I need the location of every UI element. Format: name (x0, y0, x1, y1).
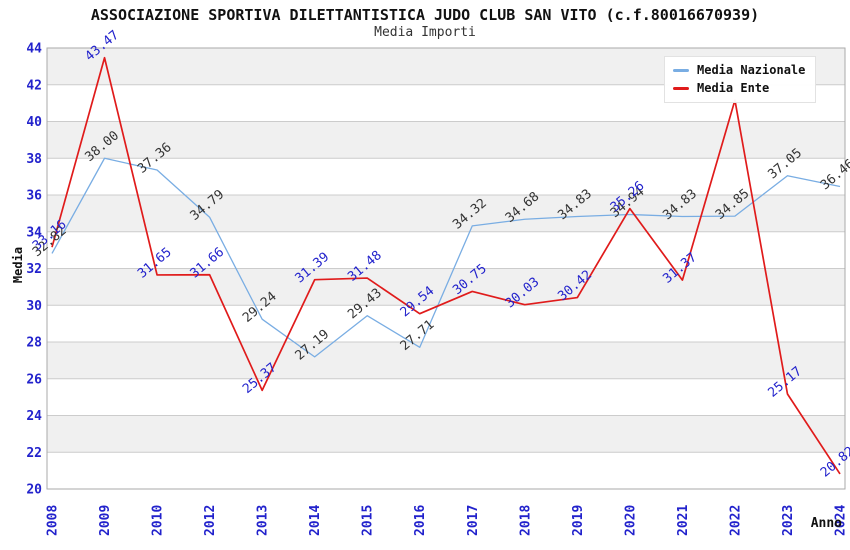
y-axis-tick: 20 (26, 483, 42, 498)
line-swatch-icon (673, 86, 689, 90)
y-axis-tick: 36 (26, 189, 42, 204)
legend-item-media-nazionale[interactable]: Media Nazionale (673, 61, 805, 79)
x-axis-tick: 2019 (571, 505, 586, 536)
x-axis-tick: 2021 (676, 505, 691, 536)
x-axis-title: Anno (810, 516, 842, 531)
legend-label: Media Nazionale (697, 63, 806, 77)
legend-label: Media Ente (697, 81, 770, 95)
y-axis-tick: 28 (26, 336, 42, 351)
y-axis-tick: 44 (26, 42, 42, 57)
x-axis-tick: 2017 (466, 505, 481, 536)
y-axis-tick: 30 (26, 299, 42, 314)
y-axis-tick: 34 (26, 225, 42, 240)
x-axis-tick: 2009 (98, 505, 113, 536)
legend-item-media-ente[interactable]: Media Ente (673, 79, 805, 97)
plot-border (46, 47, 846, 490)
x-axis-tick: 2024 (834, 505, 849, 536)
x-axis-tick: 2014 (308, 505, 323, 536)
chart-title: ASSOCIAZIONE SPORTIVA DILETTANTISTICA JU… (90, 6, 760, 24)
plot-band (47, 415, 845, 453)
y-axis-tick: 42 (26, 78, 42, 93)
y-axis-tick: 24 (26, 409, 42, 424)
x-axis-tick: 2013 (256, 505, 271, 536)
series-line-media-nazionale (51, 157, 841, 358)
x-axis-tick: 2020 (623, 505, 638, 536)
plot-band (47, 195, 845, 232)
line-swatch-icon (673, 68, 689, 72)
plot-band (47, 121, 845, 159)
x-axis-tick: 2008 (46, 505, 61, 536)
series-line-media-ente (51, 56, 841, 475)
legend: Media Nazionale Media Ente (664, 56, 817, 103)
x-axis-tick: 2016 (413, 505, 428, 536)
chart-subtitle: Media Importi (374, 25, 476, 40)
x-axis-tick: 2018 (518, 505, 533, 536)
x-axis-tick: 2012 (203, 505, 218, 536)
y-axis-tick: 26 (26, 372, 42, 387)
plot-band (47, 342, 845, 379)
x-axis-tick: 2015 (361, 505, 376, 536)
y-axis-tick: 32 (26, 262, 42, 277)
x-axis-tick: 2023 (781, 505, 796, 536)
y-axis-tick: 40 (26, 115, 42, 130)
x-axis-tick: 2022 (728, 505, 743, 536)
y-axis-tick: 22 (26, 446, 42, 461)
x-axis-tick: 2010 (151, 505, 166, 536)
y-axis-title: Media (11, 246, 25, 284)
y-axis-tick: 38 (26, 152, 42, 167)
